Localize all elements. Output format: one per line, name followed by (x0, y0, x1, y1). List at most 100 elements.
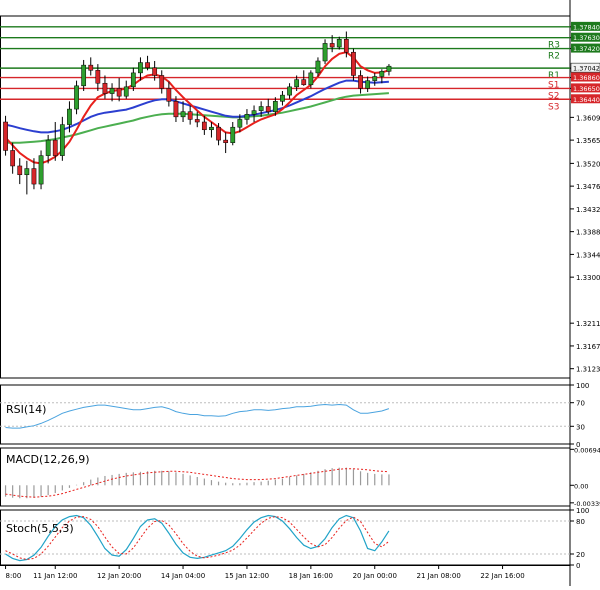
candle-body (372, 76, 378, 81)
candle-body (52, 139, 58, 156)
candle-body (187, 111, 193, 120)
candle-body (67, 108, 72, 125)
rsi-tick-label: 100 (576, 382, 589, 390)
time-tick-label: 21 Jan 08:00 (416, 572, 460, 580)
rsi-tick-label: 30 (576, 423, 585, 431)
level-label-r1: R1 (548, 71, 560, 81)
macd-tick-label: 0.006947 (574, 446, 600, 454)
candle-body (17, 165, 23, 176)
candle-body (272, 101, 278, 112)
level-label-s1: S1 (548, 81, 559, 91)
current-price-label: 1.37042 (573, 65, 600, 73)
candle-body (38, 155, 44, 185)
level-price-box (571, 94, 600, 104)
level-price-label: 1.37420 (573, 45, 600, 53)
candle-body (258, 106, 264, 111)
candle-body (10, 150, 16, 167)
candle-body (59, 124, 65, 156)
time-tick-label: 8:00 (6, 572, 22, 580)
candle-body (74, 85, 79, 110)
candle-body (329, 43, 335, 48)
level-price-box (571, 72, 600, 82)
time-tick-label: 14 Jan 04:00 (161, 572, 205, 580)
macd-title: MACD(12,26,9) (6, 453, 90, 466)
time-tick-label: 11 Jan 12:00 (33, 572, 77, 580)
price-tick-label: 1.34760 (576, 183, 600, 191)
stoch-tick-label: 80 (576, 518, 585, 526)
candle-body (31, 168, 37, 185)
candle-body (123, 86, 129, 97)
candle-body (180, 111, 186, 118)
price-tick-label: 1.35200 (576, 160, 600, 168)
candle-body (230, 126, 236, 143)
candle-body (173, 101, 179, 118)
candle-body (315, 60, 321, 74)
time-tick-label: 20 Jan 00:00 (353, 572, 397, 580)
macd-signal-line (5, 468, 389, 498)
candle-body (358, 75, 363, 89)
level-label-r3: R3 (548, 41, 560, 51)
level-label-r2: R2 (548, 52, 560, 62)
level-price-label: 1.36650 (573, 85, 600, 93)
price-tick-label: 1.36090 (576, 114, 600, 122)
candle-body (287, 86, 292, 96)
level-label-s3: S3 (548, 102, 559, 112)
level-price-label: 1.36860 (573, 74, 600, 82)
candle-body (237, 119, 243, 128)
level-price-label: 1.37840 (573, 23, 600, 31)
price-tick-label: 1.31230 (576, 366, 600, 374)
price-tick-label: 1.34320 (576, 206, 600, 214)
candle-body (138, 62, 143, 74)
candle-body (166, 88, 172, 102)
candle-body (109, 88, 115, 94)
level-label-s2: S2 (548, 91, 559, 101)
current-price-box (570, 62, 600, 73)
candle-body (386, 65, 392, 72)
candle-body (251, 110, 257, 115)
candle-body (308, 72, 314, 86)
rsi-tick-label: 70 (576, 400, 585, 408)
price-tick-label: 1.32110 (576, 320, 600, 328)
price-tick-label: 1.33000 (576, 274, 600, 282)
candle-body (322, 43, 328, 62)
level-price-box (571, 32, 600, 42)
candle-body (145, 62, 150, 68)
price-tick-label: 1.33440 (576, 251, 600, 259)
candle-body (343, 39, 349, 53)
time-tick-label: 22 Jan 16:00 (480, 572, 524, 580)
rsi-line (5, 403, 390, 429)
ma-fast-line (4, 51, 390, 165)
price-tick-label: 1.31670 (576, 343, 600, 351)
time-tick-label: 18 Jan 16:00 (289, 572, 333, 580)
candle-body (265, 106, 271, 112)
candle-body (280, 94, 285, 102)
stoch-tick-label: 100 (576, 507, 589, 515)
candle-body (24, 168, 30, 176)
stoch-tick-label: 20 (576, 551, 585, 559)
level-price-label: 1.36440 (573, 96, 600, 104)
candle-body (336, 39, 342, 48)
candle-body (365, 80, 371, 89)
level-price-label: 1.37630 (573, 34, 600, 42)
rsi-tick-label: 0 (576, 441, 580, 449)
level-price-box (571, 43, 600, 53)
stoch-main-line (5, 514, 390, 562)
candle-body (81, 64, 87, 87)
time-tick-label: 15 Jan 12:00 (225, 572, 269, 580)
candle-body (294, 79, 300, 88)
candle-body (130, 72, 136, 88)
candle-body (88, 64, 94, 71)
time-tick-label: 12 Jan 20:00 (97, 572, 141, 580)
macd-tick-label: 0.00 (574, 482, 588, 490)
candle-body (244, 114, 250, 120)
candle-body (209, 126, 214, 131)
candle-body (116, 88, 122, 97)
candle-body (351, 51, 356, 76)
price-tick-label: 1.35650 (576, 137, 600, 145)
candle-body (102, 82, 108, 94)
candle-body (3, 121, 8, 151)
stoch-tick-label: 0 (576, 562, 580, 570)
